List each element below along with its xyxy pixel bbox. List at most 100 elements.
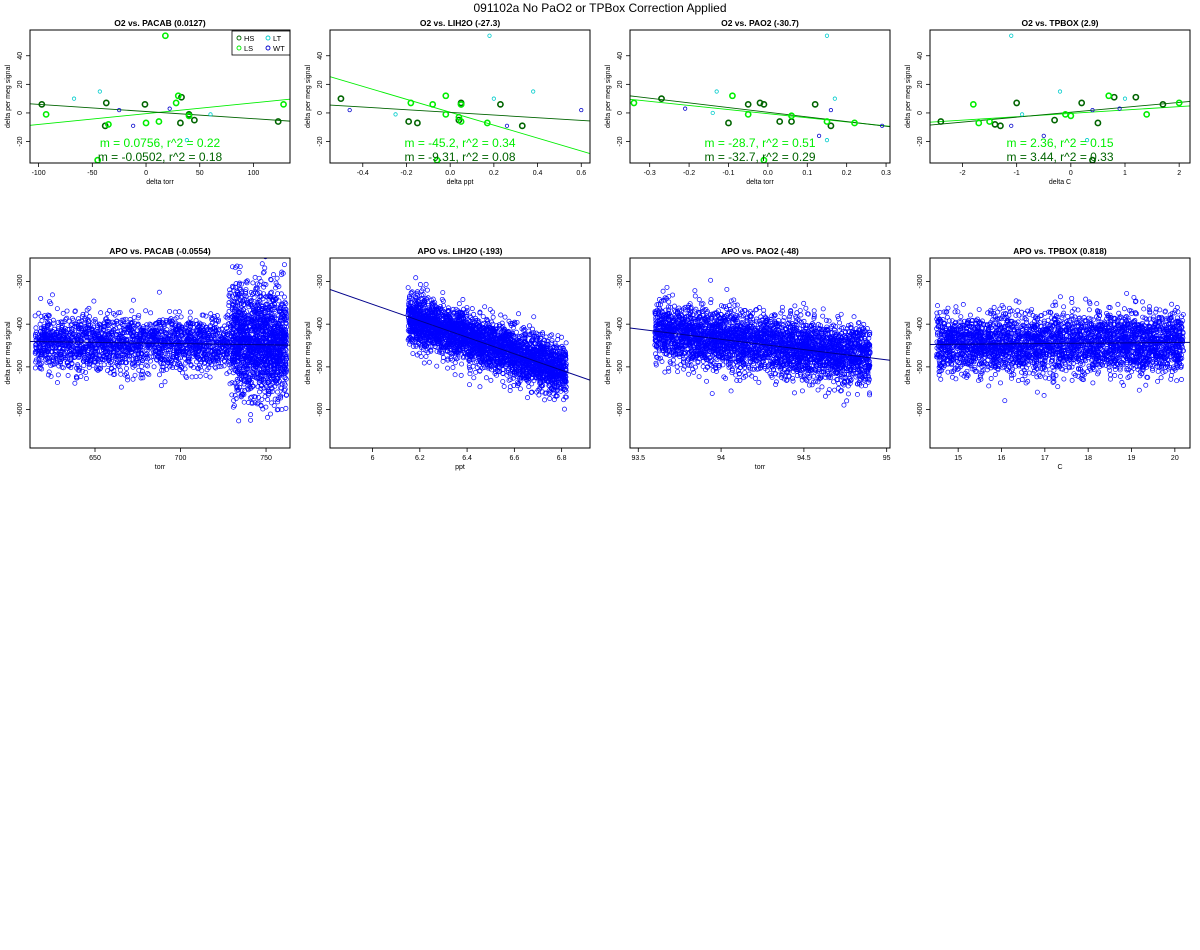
x-tick-label: 6.8 <box>557 455 567 462</box>
data-point-apo <box>272 318 278 324</box>
data-point-apo <box>33 357 39 363</box>
data-point-apo <box>102 354 107 360</box>
data-point-apo <box>155 354 161 359</box>
data-point-apo <box>269 385 275 391</box>
data-point-apo <box>248 345 254 351</box>
data-point-apo <box>62 336 68 341</box>
data-point-apo <box>266 319 272 325</box>
data-point-ls <box>744 110 752 118</box>
data-point-apo <box>152 336 158 342</box>
data-point-apo <box>284 392 289 398</box>
data-point-apo <box>255 315 261 320</box>
data-point-apo <box>109 329 115 335</box>
data-point-apo <box>187 309 193 315</box>
y-tick-label: -20 <box>617 136 624 146</box>
data-point-apo <box>257 376 263 382</box>
data-point-ls <box>42 110 50 118</box>
data-point-apo <box>169 357 174 363</box>
data-point-apo <box>276 395 282 401</box>
data-point-apo <box>119 322 125 327</box>
legend-marker <box>265 35 271 41</box>
data-point-apo <box>167 333 173 339</box>
x-tick-label: 0.3 <box>881 170 891 177</box>
data-point-apo <box>119 330 125 336</box>
data-point-apo <box>145 344 151 350</box>
data-point-hs <box>190 116 198 124</box>
data-point-apo <box>237 264 243 270</box>
data-point-apo <box>123 316 129 322</box>
data-point-apo <box>229 328 235 334</box>
y-tick-label: -500 <box>317 360 324 374</box>
data-point-apo <box>40 346 46 351</box>
data-point-apo <box>44 346 50 352</box>
data-point-apo <box>64 308 70 314</box>
x-tick-label: -0.2 <box>683 170 695 177</box>
data-point-apo <box>136 360 141 366</box>
data-point-apo <box>480 314 486 319</box>
data-point-apo <box>160 368 166 373</box>
data-point-apo <box>213 346 219 352</box>
panel-5: APO vs. PACAB (-0.0554)650 700 750-600-500… <box>5 246 291 471</box>
data-point-apo <box>75 316 81 322</box>
data-point-apo <box>180 349 186 355</box>
data-point-apo <box>45 320 51 326</box>
data-point-apo <box>241 399 247 405</box>
data-point-apo <box>281 304 287 310</box>
data-point-apo <box>279 385 285 391</box>
data-point-apo <box>38 340 44 346</box>
fit-annotation: m = 2.36, r^2 = 0.15 <box>1006 136 1113 150</box>
data-point-apo <box>254 356 260 362</box>
data-point-apo <box>79 318 85 324</box>
data-point-apo <box>33 346 39 351</box>
data-point-apo <box>194 359 199 365</box>
data-point-apo <box>131 314 137 320</box>
data-point-ls <box>142 119 150 127</box>
data-point-apo <box>158 336 164 341</box>
data-point-apo <box>214 313 220 319</box>
data-point-apo <box>268 411 273 417</box>
data-point-wt <box>816 133 822 138</box>
data-point-apo <box>32 349 38 355</box>
data-point-apo <box>91 333 97 339</box>
data-point-apo <box>178 314 184 320</box>
fit-annotation: m = 0.0756, r^2 = 0.22 <box>100 136 221 150</box>
data-point-lt <box>714 89 719 94</box>
data-point-apo <box>164 336 170 342</box>
data-point-apo <box>45 372 51 378</box>
data-point-apo <box>253 394 259 400</box>
data-point-apo <box>184 375 189 381</box>
data-point-apo <box>57 360 63 366</box>
y-tick-label: -20 <box>917 136 924 146</box>
data-point-apo <box>106 331 112 337</box>
data-point-apo <box>252 326 258 332</box>
data-point-apo <box>140 341 146 347</box>
data-point-apo <box>243 328 249 334</box>
data-point-apo <box>37 362 43 368</box>
data-point-apo <box>540 330 546 336</box>
data-point-apo <box>118 384 124 390</box>
data-point-apo <box>230 325 236 331</box>
data-point-apo <box>406 295 412 301</box>
data-point-apo <box>235 293 241 299</box>
data-point-ls <box>105 120 112 128</box>
data-point-apo <box>563 340 569 346</box>
data-point-apo <box>262 265 268 271</box>
data-point-apo <box>148 310 154 316</box>
data-point-apo <box>204 344 210 350</box>
data-point-apo <box>254 281 260 287</box>
y-tick-label: 20 <box>317 80 324 88</box>
data-point-hs <box>776 118 784 125</box>
y-tick-label: 40 <box>617 52 624 60</box>
x-tick-label: -0.4 <box>357 170 369 177</box>
data-point-apo <box>209 349 215 355</box>
data-point-apo <box>259 312 265 318</box>
data-point-wt <box>167 106 172 111</box>
data-point-hs <box>274 118 282 125</box>
data-point-ls <box>1143 110 1151 118</box>
data-point-apo <box>207 340 213 346</box>
x-tick-label: -100 <box>32 170 46 177</box>
x-tick-label: 0 <box>144 170 148 177</box>
data-point-apo <box>247 302 253 308</box>
data-point-apo <box>239 312 245 318</box>
